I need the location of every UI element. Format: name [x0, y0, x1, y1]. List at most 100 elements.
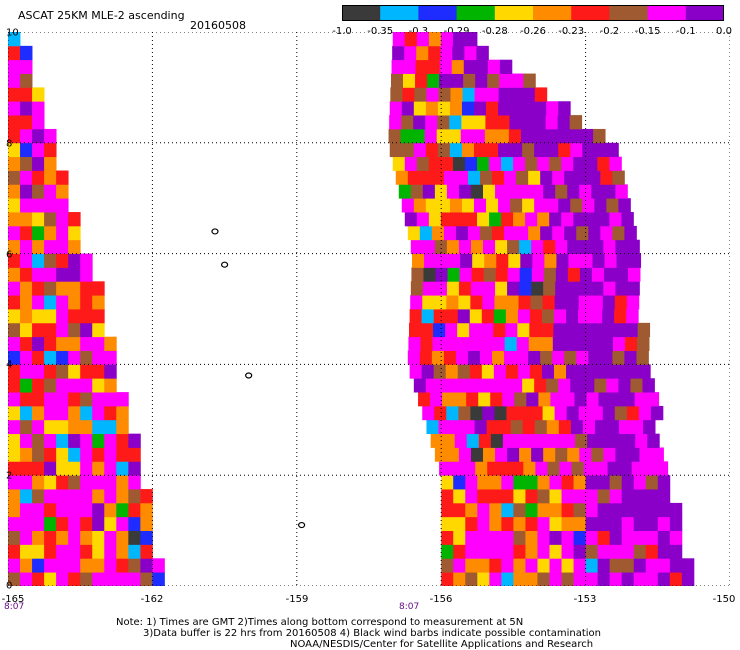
wind-cell [44, 433, 57, 448]
wind-cell [510, 419, 524, 435]
wind-cell [501, 156, 514, 171]
wind-cell [412, 253, 425, 268]
map-plot-area [8, 32, 730, 586]
wind-cell [453, 489, 466, 504]
wind-cell [612, 336, 626, 351]
wind-cell [8, 489, 21, 504]
wind-cell [427, 59, 441, 74]
wind-cell [32, 392, 45, 407]
wind-cell [128, 502, 141, 518]
wind-cell [92, 419, 105, 435]
wind-cell [446, 405, 459, 421]
wind-cell [116, 544, 129, 559]
wind-cell [633, 544, 647, 559]
wind-cell [514, 392, 527, 407]
wind-cell [8, 433, 21, 448]
wind-cell [44, 198, 57, 213]
wind-cell [635, 433, 648, 448]
wind-cell [606, 419, 620, 435]
wind-cell [498, 419, 512, 435]
wind-cell [140, 558, 153, 573]
wind-cell [464, 32, 478, 47]
wind-cell [549, 516, 562, 531]
wind-cell [104, 378, 117, 393]
wind-cell [534, 87, 548, 102]
wind-cell [412, 128, 426, 144]
wind-cell [80, 475, 93, 490]
wind-cell [421, 309, 435, 324]
wind-cell [92, 461, 105, 476]
wind-cell [431, 225, 445, 241]
island-outline [221, 261, 229, 268]
wind-cell [481, 322, 494, 338]
wind-cell [401, 198, 415, 213]
wind-cell [627, 281, 640, 296]
wind-cell [8, 572, 21, 586]
wind-cell [542, 405, 556, 421]
wind-cell [8, 128, 21, 144]
wind-cell [68, 350, 81, 365]
wind-cell [638, 364, 651, 379]
wind-cell [68, 433, 81, 448]
wind-cell [573, 530, 586, 545]
wind-cell [456, 336, 469, 351]
wind-cell [511, 73, 524, 88]
wind-cell [541, 364, 555, 379]
wind-cell [590, 309, 603, 324]
wind-cell [56, 322, 69, 338]
wind-cell [517, 309, 531, 324]
wind-cell [657, 558, 671, 573]
wind-cell [116, 502, 129, 518]
wind-cell [486, 142, 499, 158]
wind-cell [493, 309, 507, 324]
wind-cell [441, 544, 454, 559]
wind-cell [32, 170, 45, 185]
lon-tick-label: -162 [140, 594, 164, 605]
wind-cell [402, 87, 415, 102]
wind-cell [619, 461, 633, 476]
wind-cell [92, 378, 105, 393]
wind-cell [489, 156, 502, 171]
wind-cell [20, 544, 33, 559]
wind-cell [502, 392, 515, 407]
wind-cell [20, 516, 33, 531]
wind-cell [422, 295, 435, 310]
wind-cell [507, 267, 521, 282]
wind-cell [439, 73, 452, 88]
wind-cell [433, 364, 447, 379]
wind-cell [455, 170, 469, 185]
colorbar-label: -0.3 [408, 26, 429, 37]
wind-cell [8, 198, 21, 213]
wind-cell [549, 489, 562, 504]
wind-cell [388, 128, 401, 144]
wind-cell [445, 322, 458, 338]
wind-cell [463, 59, 477, 74]
wind-cell [480, 336, 494, 351]
wind-cell [32, 558, 45, 573]
wind-cell [600, 170, 613, 185]
wind-cell [128, 530, 141, 545]
wind-cell [467, 170, 481, 185]
wind-cell [489, 544, 502, 559]
wind-cell [543, 267, 557, 282]
wind-cell [8, 461, 21, 476]
wind-cell [8, 322, 21, 338]
wind-cell [630, 378, 643, 393]
wind-cell [461, 115, 474, 130]
wind-cell [20, 392, 33, 407]
wind-cell [470, 405, 483, 421]
wind-cell [116, 475, 129, 490]
wind-cell [540, 170, 553, 185]
wind-cell [453, 530, 466, 545]
wind-cell [466, 392, 479, 407]
wind-cell [80, 267, 93, 282]
wind-cell [599, 433, 612, 448]
wind-cell [537, 212, 550, 227]
wind-cell [457, 322, 470, 338]
wind-cell [531, 447, 544, 462]
wind-cell [489, 530, 502, 545]
wind-cell [431, 170, 445, 185]
wind-cell [116, 489, 129, 504]
wind-cell [549, 475, 562, 490]
wind-cell [413, 115, 426, 130]
